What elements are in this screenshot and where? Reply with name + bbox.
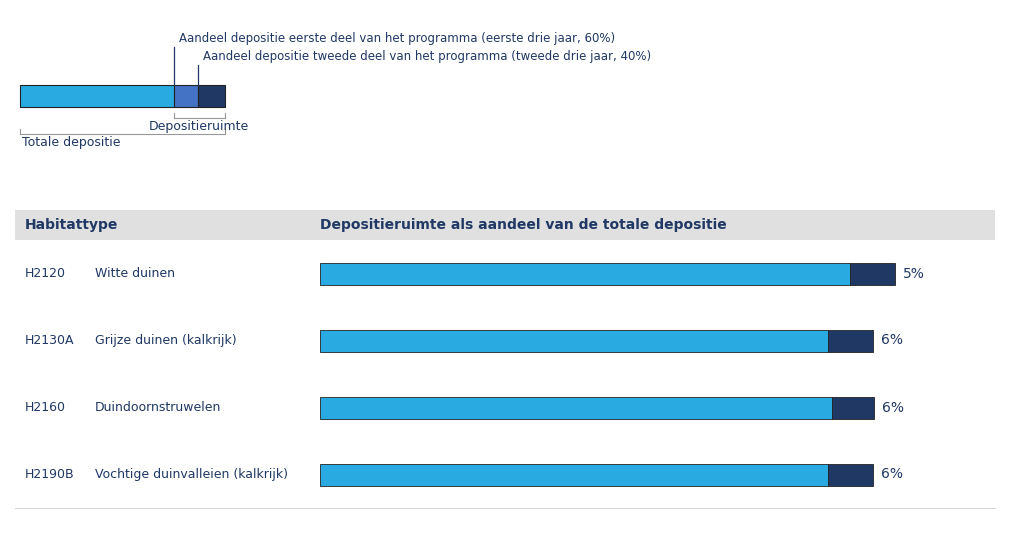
Bar	[828, 329, 873, 352]
Text: 5%: 5%	[903, 266, 924, 281]
Text: Grijze duinen (kalkrijk): Grijze duinen (kalkrijk)	[95, 334, 236, 347]
Text: Aandeel depositie eerste deel van het programma (eerste drie jaar, 60%): Aandeel depositie eerste deel van het pr…	[179, 32, 615, 45]
Text: H2190B: H2190B	[25, 468, 75, 481]
Text: Totale depositie: Totale depositie	[22, 136, 120, 149]
Bar	[20, 85, 174, 107]
Text: Depositieruimte als aandeel van de totale depositie: Depositieruimte als aandeel van de total…	[320, 218, 727, 232]
Text: Depositieruimte: Depositieruimte	[149, 120, 249, 133]
Text: Duindoornstruwelen: Duindoornstruwelen	[95, 401, 221, 414]
Text: 6%: 6%	[881, 334, 903, 347]
Bar	[320, 329, 828, 352]
Text: H2130A: H2130A	[25, 334, 75, 347]
Text: H2160: H2160	[25, 401, 66, 414]
Text: Aandeel depositie tweede deel van het programma (tweede drie jaar, 40%): Aandeel depositie tweede deel van het pr…	[203, 50, 651, 63]
Text: Witte duinen: Witte duinen	[95, 267, 175, 280]
Text: Habitattype: Habitattype	[25, 218, 118, 232]
Bar	[15, 210, 995, 240]
Bar	[174, 85, 198, 107]
Bar	[320, 396, 831, 418]
Text: 6%: 6%	[881, 467, 903, 482]
Text: H2120: H2120	[25, 267, 66, 280]
Bar	[320, 263, 850, 284]
Bar	[198, 85, 225, 107]
Bar	[850, 263, 895, 284]
Bar	[831, 396, 874, 418]
Bar	[828, 464, 873, 485]
Bar	[320, 464, 828, 485]
Text: 6%: 6%	[882, 401, 904, 414]
Text: Vochtige duinvalleien (kalkrijk): Vochtige duinvalleien (kalkrijk)	[95, 468, 288, 481]
